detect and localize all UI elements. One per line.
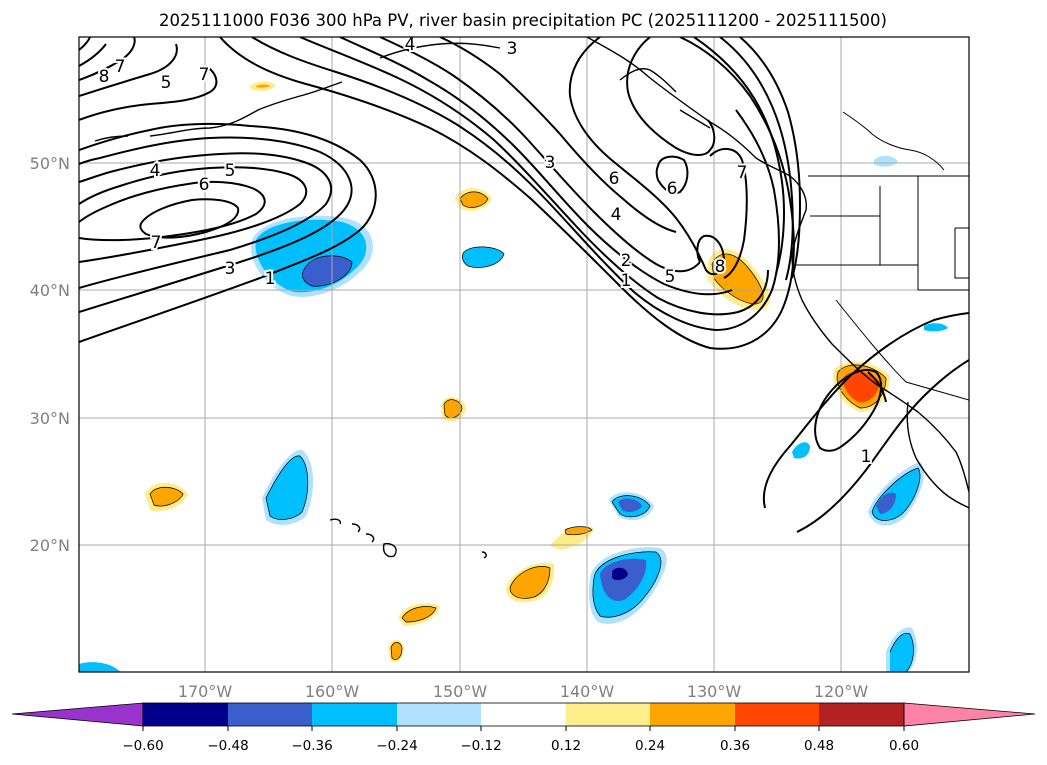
- lon-label: 160°W: [305, 682, 360, 701]
- colorbar: −0.60 −0.48 −0.36 −0.24 −0.12 0.12 0.24 …: [11, 702, 1036, 754]
- colorbar-tick-label: −0.12: [460, 738, 501, 754]
- lon-label: 130°W: [687, 682, 742, 701]
- coastlines: [94, 37, 969, 559]
- colorbar-segment: [143, 703, 228, 726]
- map-background: [79, 37, 969, 672]
- colorbar-segment: [650, 703, 735, 726]
- pv-contour-label: 2: [621, 251, 632, 271]
- map-panel: 8 7 5 7 4 5 6 7 3 1 4 3 3 6 6 4 2 1 5 8: [30, 35, 970, 701]
- precip-area-negative-small: [79, 662, 120, 672]
- precip-area-negative-small: [886, 627, 917, 672]
- pv-contour-label: 3: [507, 39, 518, 59]
- colorbar-segment: [819, 703, 904, 726]
- colorbar-tick-label: 0.36: [720, 738, 750, 754]
- colorbar-tick-label: −0.60: [122, 738, 163, 754]
- pv-contour-label: 7: [151, 233, 162, 253]
- pv-contour-label: 4: [150, 161, 161, 181]
- pv-contour-label: 7: [199, 65, 210, 85]
- colorbar-tick-label: −0.24: [376, 738, 417, 754]
- pv-contour-label: 5: [665, 267, 676, 287]
- colorbar-extend-low: [11, 702, 144, 727]
- lon-label: 120°W: [814, 682, 869, 701]
- pv-contour-label: 1: [265, 269, 276, 289]
- colorbar-segment: [735, 703, 819, 726]
- lon-label: 170°W: [178, 682, 233, 701]
- colorbar-tick-label: −0.48: [207, 738, 248, 754]
- colorbar-tick-label: −0.36: [291, 738, 332, 754]
- borders: [795, 111, 969, 401]
- colorbar-segment: [481, 703, 566, 726]
- lat-label: 40°N: [30, 281, 70, 300]
- colorbar-segment: [228, 703, 312, 726]
- lon-label: 150°W: [433, 682, 488, 701]
- pv-contour-label: 6: [199, 175, 210, 195]
- latitude-labels: 50°N 40°N 30°N 20°N: [30, 154, 70, 555]
- pv-contour-label: 3: [545, 153, 556, 173]
- precip-area-negative-blob: [462, 246, 504, 268]
- colorbar-segment: [397, 703, 481, 726]
- colorbar-tick-label: 0.24: [635, 738, 665, 754]
- map-title: 2025111000 F036 300 hPa PV, river basin …: [159, 11, 887, 30]
- colorbar-tick-label: 0.48: [804, 738, 834, 754]
- colorbar-tick-label: 0.60: [889, 738, 919, 754]
- pv-contour-label: 8: [715, 257, 726, 277]
- lat-label: 20°N: [30, 536, 70, 555]
- colorbar-ticks: [142, 726, 905, 731]
- precip-area-negative-baja: [868, 462, 925, 526]
- pv-contour-label: 5: [225, 161, 236, 181]
- pv-contour-label: 4: [405, 35, 416, 55]
- pv-contour-label: 6: [667, 179, 678, 199]
- lon-label: 140°W: [560, 682, 615, 701]
- pv-contour-label: 5: [161, 73, 172, 93]
- pv-contour-label: 4: [611, 205, 622, 225]
- precip-area-negative-small: [792, 442, 810, 459]
- colorbar-frame: [142, 702, 905, 727]
- lat-label: 30°N: [30, 409, 70, 428]
- pv-contour-labels: 8 7 5 7 4 5 6 7 3 1 4 3 3 6 6 4 2 1 5 8: [97, 35, 874, 469]
- pv-contour-label: 1: [861, 447, 872, 467]
- pv-contour-label: 8: [99, 67, 110, 87]
- precip-area-negative-tropical: [588, 547, 667, 624]
- pv-contour-label: 3: [225, 259, 236, 279]
- lat-label: 50°N: [30, 154, 70, 173]
- pv-contour-label: 1: [621, 271, 632, 291]
- pv-contour-label: 7: [737, 163, 748, 183]
- precip-area-negative-hawaii-north: [262, 449, 314, 525]
- colorbar-segment: [312, 703, 397, 726]
- colorbar-segment: [566, 703, 650, 726]
- pv-contours: [79, 37, 969, 533]
- colorbar-tick-label: 0.12: [551, 738, 581, 754]
- precip-area-negative-small: [874, 155, 898, 167]
- colorbar-extend-high: [903, 702, 1036, 727]
- precip-area-positive-small: [256, 84, 270, 88]
- pv-contour-label: 6: [609, 169, 620, 189]
- precip-area-negative-small: [924, 323, 948, 332]
- map-frame: [78, 36, 970, 673]
- pv-contour-label: 7: [115, 57, 126, 77]
- precip-area-positive-tropical: [506, 562, 555, 603]
- longitude-labels: 170°W 160°W 150°W 140°W 130°W 120°W: [178, 682, 869, 701]
